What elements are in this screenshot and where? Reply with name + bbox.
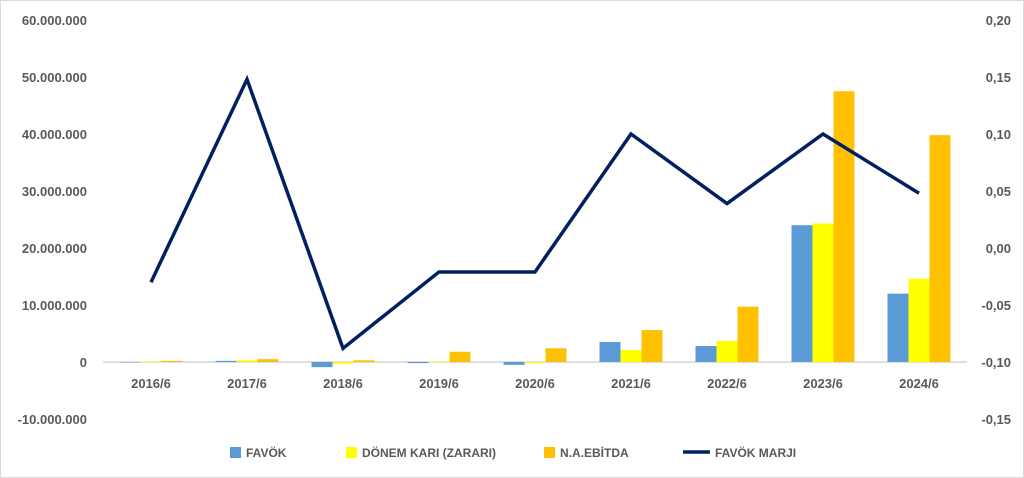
bar-donem-kari-zarari [140,361,162,362]
legend-label: N.A.EBİTDA [560,445,629,460]
right-axis-tick-label: 0,10 [986,127,1011,142]
bar-n-a-ebitda [257,359,279,362]
line-series-favok-marji [149,74,920,352]
bar-favok [119,362,141,363]
left-axis-tick-label: 40.000.000 [22,127,87,142]
bar-favok [791,225,813,362]
category-labels: 2016/6 2017/6 2018/6 2019/6 2020/6 2021/6 2022… [131,376,939,391]
legend-item-favok-marji: FAVÖK MARJI [683,445,796,460]
bar-series [119,91,951,368]
bar-n-a-ebitda [833,91,855,362]
right-axis-tick-label: -0,15 [981,412,1011,427]
category-label: 2019/6 [419,376,459,391]
left-axis-tick-label: 50.000.000 [22,70,87,85]
bar-donem-kari-zarari [332,362,354,364]
legend-swatch [346,447,357,458]
legend-label: FAVÖK MARJI [715,445,796,460]
bar-donem-kari-zarari [716,340,738,362]
bar-favok [695,346,717,362]
bar-favok [887,293,909,362]
bar-n-a-ebitda [929,135,951,362]
left-axis-tick-label: 10.000.000 [22,298,87,313]
legend-item-donem-kari-zarari: DÖNEM KARI (ZARARI) [346,445,496,460]
right-axis-tick-label: -0,05 [981,298,1011,313]
bar-favok [503,362,525,365]
legend-swatch [230,447,241,458]
bar-n-a-ebitda [545,348,567,362]
legend-swatch [544,447,555,458]
bar-donem-kari-zarari [812,223,834,362]
left-axis-ticks: 60.000.000 50.000.000 40.000.000 30.000.000… [18,13,87,427]
left-axis-tick-label: 30.000.000 [22,184,87,199]
bar-favok [599,342,621,362]
bar-n-a-ebitda [641,330,663,362]
left-axis-tick-label: 20.000.000 [22,241,87,256]
category-label: 2018/6 [323,376,363,391]
bar-donem-kari-zarari [620,350,642,362]
right-axis-ticks: 0,20 0,15 0,10 0,05 0,00 -0,05 -0,10 -0,15 [981,13,1011,427]
category-label: 2017/6 [227,376,267,391]
legend-item-n-a-ebitda: N.A.EBİTDA [544,445,629,460]
legend-label: DÖNEM KARI (ZARARI) [362,445,496,460]
left-axis-tick-label: -10.000.000 [18,412,87,427]
category-label: 2020/6 [515,376,555,391]
bar-donem-kari-zarari [524,362,546,364]
left-axis-tick-label: 60.000.000 [22,13,87,28]
legend-item-favok: FAVÖK [230,445,287,460]
bar-donem-kari-zarari [908,278,930,362]
bar-n-a-ebitda [161,360,183,362]
legend-label: FAVÖK [246,445,287,460]
right-axis-tick-label: -0,10 [981,355,1011,370]
bar-donem-kari-zarari [236,360,258,362]
left-axis-tick-label: 0 [80,355,87,370]
category-label: 2016/6 [131,376,171,391]
category-label: 2023/6 [803,376,843,391]
legend: FAVÖK DÖNEM KARI (ZARARI) N.A.EBİTDA FAVÖK … [230,445,796,460]
bar-favok [311,362,333,368]
right-axis-tick-label: 0,20 [986,13,1011,28]
bar-n-a-ebitda [737,306,759,362]
bar-favok [407,362,429,364]
right-axis-tick-label: 0,05 [986,184,1011,199]
bar-donem-kari-zarari [428,361,450,362]
category-label: 2021/6 [611,376,651,391]
bar-n-a-ebitda [353,360,375,362]
right-axis-tick-label: 0,15 [986,70,1011,85]
right-axis-tick-label: 0,00 [986,241,1011,256]
category-label: 2024/6 [899,376,939,391]
bar-n-a-ebitda [449,351,471,362]
bar-favok [215,360,237,362]
category-label: 2022/6 [707,376,747,391]
